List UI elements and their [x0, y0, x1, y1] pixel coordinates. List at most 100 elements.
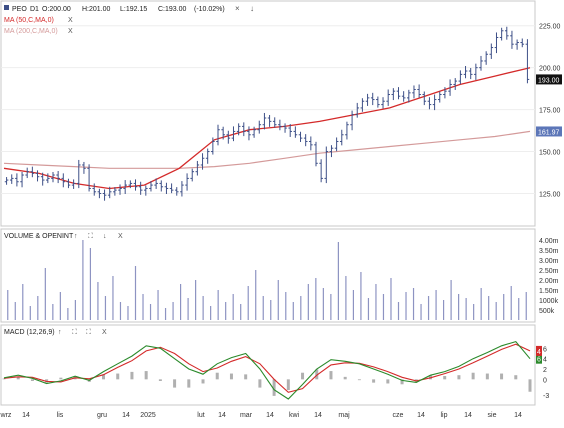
ma50-label: MA (50,C,MA,0): [4, 17, 54, 24]
time-tick-label: gru: [97, 412, 107, 419]
symbol-swatch: [4, 5, 9, 10]
volume-panel: [0, 228, 536, 323]
ma200-path: [3, 130, 531, 169]
volume-close-icon[interactable]: X: [118, 233, 123, 240]
price-tick-label: 125.00: [539, 191, 561, 198]
chart-header: PEO D1 O:200.00 H:201.00 L:192.15 C:193.…: [4, 4, 254, 13]
macd-value-label: 4: [537, 349, 541, 356]
ma200-legend: MA (200,C,MA,0) X: [4, 28, 73, 35]
close-icon[interactable]: ×: [235, 4, 240, 13]
macd-histogram-bar: [30, 379, 34, 381]
macd-histogram-bar: [485, 373, 489, 380]
price-tick-label: 200.00: [539, 66, 561, 73]
macd-expand-icon[interactable]: ⛶: [72, 328, 77, 336]
ma200-value-label: 161.97: [538, 129, 560, 136]
macd-histogram-bar: [457, 375, 461, 380]
macd-title: MACD (12,26,9): [4, 329, 55, 336]
last-price-label: 193.00: [538, 77, 560, 84]
macd-close-icon[interactable]: X: [102, 329, 107, 336]
volume-tick-label: 1.50m: [539, 288, 559, 295]
open-value: O:200.00: [42, 6, 71, 13]
time-tick-label: 14: [22, 412, 30, 419]
price-tick-label: 175.00: [539, 108, 561, 115]
price-gridlines: [1, 25, 535, 194]
price-panel: [0, 0, 536, 227]
time-tick-label: lip: [440, 412, 447, 419]
ma50-close-icon[interactable]: X: [68, 17, 73, 24]
price-tick-label: 150.00: [539, 150, 561, 157]
volume-header: VOLUME & OPENINT ↑ ⛶ ↓ X: [4, 232, 123, 240]
volume-tick-label: 2.50m: [539, 268, 559, 275]
macd-up-icon[interactable]: ↑: [58, 329, 62, 336]
time-axis: wrz 14 lis gru 14 2025 lut 14 mar 14 kwi 14 maj cze 14…: [0, 412, 522, 419]
time-tick-label: 14: [514, 412, 522, 419]
time-tick-label: 14: [314, 412, 322, 419]
volume-down-icon[interactable]: ↓: [103, 233, 107, 240]
time-tick-label: 2025: [140, 412, 156, 419]
high-value: H:201.00: [82, 6, 111, 13]
macd-histogram-bar: [2, 378, 6, 380]
change-value: (-10.02%): [194, 6, 225, 13]
ma50-legend: MA (50,C,MA,0) X: [4, 17, 73, 24]
volume-title: VOLUME & OPENINT: [4, 233, 74, 240]
low-value: L:192.15: [120, 6, 147, 13]
volume-tick-label: 1000k: [539, 298, 559, 305]
price-tick-label: 225.00: [539, 24, 561, 31]
macd-histogram-bar: [301, 372, 305, 380]
volume-bars: [7, 240, 527, 320]
volume-up-icon[interactable]: ↑: [74, 233, 78, 240]
macd-signal-line: [3, 343, 531, 393]
time-tick-label: sie: [488, 412, 497, 419]
interval-label: D1: [30, 6, 39, 13]
time-tick-label: kwi: [289, 412, 300, 419]
ma200-label: MA (200,C,MA,0): [4, 28, 58, 35]
time-tick-label: 14: [218, 412, 226, 419]
macd-histogram-bar: [272, 379, 276, 396]
macd-histogram-bar: [102, 374, 106, 380]
volume-tick-label: 3.50m: [539, 248, 559, 255]
macd-histogram-bar: [229, 373, 233, 380]
macd-histogram-bar: [130, 371, 134, 380]
price-axis: 225.00 200.00 175.00 150.00 125.00 193.00 161.…: [536, 24, 562, 198]
arrow-down-icon[interactable]: ↓: [250, 4, 254, 13]
macd-histogram-bar: [187, 379, 191, 388]
macd-histogram-bar: [343, 376, 347, 380]
volume-tick-label: 4.00m: [539, 238, 559, 245]
macd-path: [3, 340, 531, 400]
macd-histogram-bar: [244, 374, 248, 380]
time-tick-label: 14: [417, 412, 425, 419]
ma200-close-icon[interactable]: X: [68, 28, 73, 35]
close-value: C:193.00: [158, 6, 187, 13]
time-tick-label: 14: [266, 412, 274, 419]
macd-histogram-bar: [514, 375, 518, 380]
time-tick-label: lut: [197, 412, 204, 419]
time-tick-label: wrz: [0, 412, 12, 419]
macd-signal-path: [3, 343, 531, 393]
macd-tick-label: 4: [543, 357, 547, 364]
macd-histogram-bar: [528, 379, 532, 392]
time-tick-label: lis: [57, 412, 64, 419]
macd-histogram-bar: [500, 373, 504, 380]
ma50-line: [3, 67, 531, 190]
volume-tick-label: 500k: [539, 308, 555, 315]
symbol-label: PEO: [12, 6, 27, 13]
time-tick-label: mar: [240, 412, 253, 419]
macd-header: MACD (12,26,9) ↑ ⛶ ⛶ X: [4, 328, 107, 336]
macd-histogram-bar: [372, 379, 376, 383]
volume-expand-icon[interactable]: ⛶: [88, 232, 93, 240]
volume-tick-label: 2.00m: [539, 278, 559, 285]
macd-histogram-bar: [16, 376, 20, 380]
macd-tick-label: 2: [543, 367, 547, 374]
macd-expand-alt-icon[interactable]: ⛶: [86, 328, 91, 336]
macd-tick-label: 0: [543, 377, 547, 384]
macd-value-label: 6: [537, 357, 541, 364]
macd-histogram-bar: [471, 372, 475, 380]
macd-histogram-bar: [400, 379, 404, 385]
macd-histogram-bar: [173, 379, 177, 388]
ma50-path: [3, 67, 531, 190]
time-tick-label: maj: [338, 412, 350, 419]
macd-histogram-bar: [329, 371, 333, 380]
